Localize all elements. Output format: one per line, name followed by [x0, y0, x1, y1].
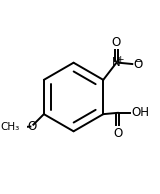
Text: O: O [112, 36, 121, 49]
Text: CH₃: CH₃ [0, 122, 20, 132]
Text: +: + [116, 55, 124, 64]
Text: −: − [134, 57, 141, 66]
Text: O: O [113, 127, 122, 140]
Text: O: O [27, 120, 37, 133]
Text: N: N [112, 56, 121, 69]
Text: O: O [134, 58, 143, 71]
Text: OH: OH [131, 106, 149, 119]
